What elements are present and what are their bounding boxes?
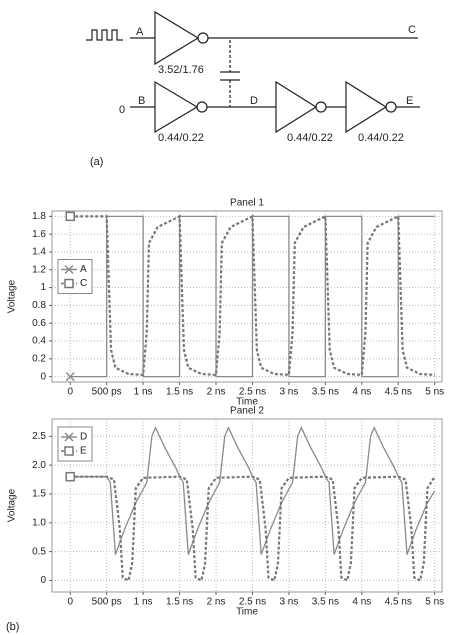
x-tick-label: 3 ns	[279, 387, 298, 398]
node-label: A	[136, 26, 144, 38]
x-tick-label: 3.5 ns	[312, 597, 339, 608]
node-label: 0	[119, 104, 125, 116]
x-tick-label: 1.5 ns	[166, 597, 193, 608]
x-tick-label: 5 ns	[425, 387, 444, 398]
y-tick-label: 1.2	[32, 264, 46, 275]
x-tick-label: 1 ns	[134, 387, 153, 398]
y-tick-label: 2.0	[32, 460, 46, 471]
y-tick-label: 0.2	[32, 353, 46, 364]
y-tick-label: 0	[40, 575, 46, 586]
marker	[65, 211, 75, 222]
x-tick-label: 4.5 ns	[385, 387, 412, 398]
chart-title: Panel 2	[230, 406, 264, 417]
caption: (a)	[90, 156, 103, 168]
square-wave-icon	[86, 29, 123, 41]
x-axis-label: Time	[236, 607, 258, 618]
inverter	[275, 80, 318, 134]
legend-marker	[64, 264, 74, 275]
legend-label: E	[80, 446, 87, 457]
x-tick-label: 2.5 ns	[239, 387, 266, 398]
y-tick-label: 0.4	[32, 336, 46, 347]
series-line	[70, 215, 435, 378]
node-label: D	[250, 95, 258, 107]
inverter	[154, 80, 199, 134]
y-tick-label: 0.5	[32, 546, 46, 557]
legend-label: C	[80, 278, 87, 289]
series-line	[70, 426, 436, 555]
y-tick-label: 1.8	[32, 211, 46, 222]
size-label: 3.52/1.76	[158, 64, 204, 76]
y-tick-label: 0.6	[32, 318, 46, 329]
node-label: B	[138, 95, 145, 107]
y-tick-label: 2.5	[32, 431, 46, 442]
x-tick-label: 0	[67, 597, 73, 608]
y-tick-label: 1.0	[32, 517, 46, 528]
size-label: 0.44/0.22	[158, 132, 204, 144]
y-axis-label: Voltage	[7, 488, 18, 522]
y-tick-label: 0	[40, 371, 46, 382]
x-tick-label: 1.5 ns	[166, 387, 193, 398]
inverter	[345, 80, 388, 134]
marker	[65, 471, 75, 482]
x-tick-label: 4.5 ns	[385, 597, 412, 608]
node-label: C	[408, 24, 416, 36]
legend-marker	[64, 446, 74, 456]
inverter	[154, 10, 200, 66]
x-tick-label: 2.5 ns	[239, 597, 266, 608]
y-tick-label: 1.5	[32, 489, 46, 500]
series-line	[70, 475, 436, 583]
plot-area	[51, 418, 443, 593]
circuit: A C 3.52/1.76 0 B D E 0.44/0.22 0.44/0.2…	[86, 10, 420, 168]
x-tick-label: 3.5 ns	[312, 387, 339, 398]
x-tick-label: 500 ps	[92, 387, 122, 398]
size-label: 0.44/0.22	[358, 132, 404, 144]
x-tick-label: 1 ns	[134, 597, 153, 608]
legend-box	[57, 259, 93, 294]
y-tick-label: 1.6	[32, 229, 46, 240]
legend-label: A	[80, 264, 87, 275]
x-tick-label: 500 ps	[92, 597, 122, 608]
legend-marker	[64, 432, 74, 442]
x-tick-label: 5 ns	[425, 597, 444, 608]
x-tick-label: 2 ns	[207, 597, 226, 608]
y-tick-label: 0.8	[32, 300, 46, 311]
x-tick-label: 2 ns	[207, 387, 226, 398]
chart-title: Panel 1	[230, 198, 264, 209]
node-label: E	[406, 95, 413, 107]
y-axis-label: Voltage	[7, 279, 18, 313]
x-tick-label: 4 ns	[352, 597, 371, 608]
legend-box	[57, 426, 93, 462]
x-tick-label: 0	[67, 387, 73, 398]
y-tick-label: 1	[40, 282, 46, 293]
legend-label: D	[80, 432, 87, 443]
size-label: 0.44/0.22	[287, 132, 333, 144]
x-tick-label: 3 ns	[279, 597, 298, 608]
series-line	[70, 214, 435, 377]
x-axis-label: Time	[236, 397, 258, 408]
caption: (b)	[6, 621, 19, 633]
legend-marker	[64, 278, 74, 289]
x-tick-label: 4 ns	[352, 387, 371, 398]
plot-area	[51, 210, 443, 383]
y-tick-label: 1.4	[32, 247, 46, 258]
marker	[65, 372, 75, 382]
